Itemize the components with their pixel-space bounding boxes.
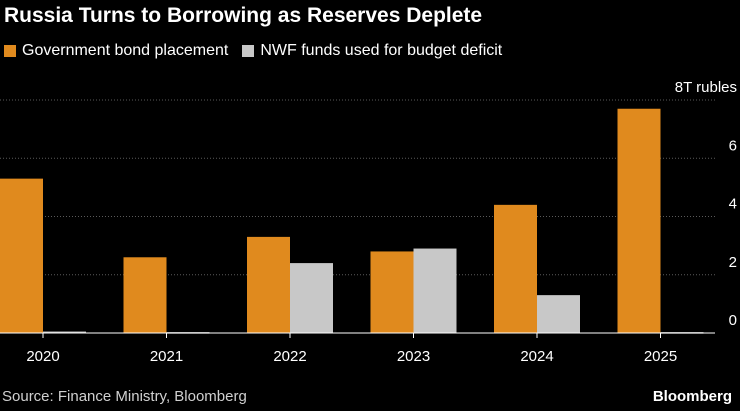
- source-note: Source: Finance Ministry, Bloomberg: [2, 388, 247, 405]
- x-tick-label: 2024: [520, 348, 553, 365]
- legend-item-bond: Government bond placement: [4, 42, 228, 60]
- x-tick-label: 2023: [397, 348, 430, 365]
- bar-nwf-2022: [290, 263, 333, 333]
- legend-swatch-nwf: [242, 45, 255, 57]
- chart-title: Russia Turns to Borrowing as Reserves De…: [4, 4, 483, 27]
- x-tick-label: 2025: [644, 348, 677, 365]
- legend-label-bond: Government bond placement: [22, 42, 229, 59]
- bar-bond-2025: [617, 108, 661, 333]
- x-tick-label: 2020: [26, 348, 59, 365]
- y-tick-label: 0: [729, 312, 737, 329]
- bar-bond-2023: [370, 251, 414, 333]
- bar-nwf-2024: [537, 295, 580, 333]
- x-tick-label: 2021: [150, 348, 183, 365]
- bar-bond-2022: [247, 236, 290, 333]
- bar-bond-2020: [0, 178, 43, 333]
- x-tick-label: 2022: [273, 348, 306, 365]
- y-tick-label: 8T rubles: [675, 79, 737, 96]
- y-tick-label: 2: [729, 254, 737, 271]
- legend-label-nwf: NWF funds used for budget deficit: [260, 42, 503, 59]
- bar-bond-2024: [494, 204, 537, 333]
- bar-bond-2021: [123, 257, 167, 333]
- y-tick-label: 6: [729, 137, 737, 154]
- legend-swatch-bond: [4, 45, 16, 57]
- legend-item-nwf: NWF funds used for budget deficit: [242, 42, 502, 60]
- bar-nwf-2023: [413, 248, 457, 333]
- legend: Government bond placement NWF funds used…: [4, 42, 516, 60]
- y-tick-label: 4: [729, 196, 737, 213]
- bloomberg-logo: Bloomberg: [652, 388, 732, 405]
- bar-nwf-2020: [43, 331, 86, 334]
